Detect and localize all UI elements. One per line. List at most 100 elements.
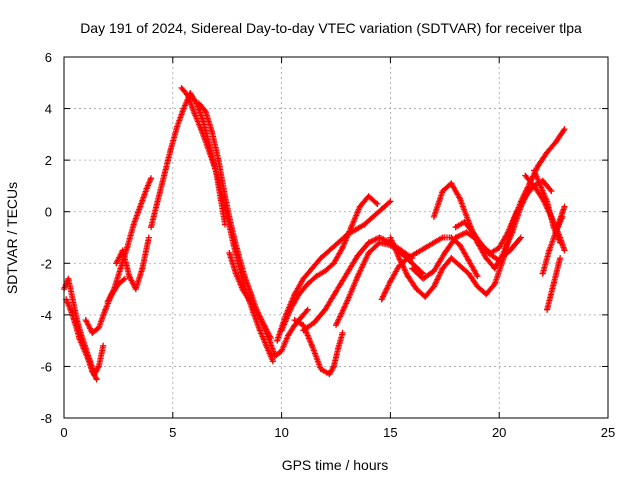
data-point (343, 298, 350, 305)
data-point (298, 314, 305, 321)
data-point (465, 257, 472, 264)
y-tick-label: -8 (40, 411, 52, 426)
data-point (531, 182, 538, 189)
data-point (191, 110, 198, 117)
data-point (198, 126, 205, 133)
series-track-23 (544, 255, 564, 313)
data-point (396, 255, 403, 262)
data-point (335, 345, 342, 352)
data-point (365, 193, 372, 200)
data-point (404, 255, 411, 262)
y-tick-label: 0 (45, 205, 52, 220)
data-point (470, 229, 477, 236)
y-tick-label: -4 (40, 308, 52, 323)
data-point (322, 306, 329, 313)
x-tick-label: 0 (60, 425, 67, 440)
data-point (215, 157, 222, 164)
data-point (132, 286, 139, 293)
data-point (287, 306, 294, 313)
x-tick-label: 20 (492, 425, 506, 440)
y-tick-label: 2 (45, 153, 52, 168)
data-point (335, 239, 342, 246)
data-point (369, 213, 376, 220)
data-point (228, 224, 235, 231)
series-track-24 (552, 203, 568, 236)
data-point (522, 193, 529, 200)
data-point (278, 327, 285, 334)
data-point (507, 247, 514, 254)
data-point (544, 198, 551, 205)
data-point (398, 249, 405, 256)
data-point (300, 322, 307, 329)
data-point (300, 327, 307, 334)
data-point (356, 203, 363, 210)
data-point (557, 255, 564, 262)
data-point (65, 275, 72, 282)
data-point (80, 345, 87, 352)
data-point (422, 244, 429, 251)
data-point (202, 108, 209, 115)
data-point (71, 319, 78, 326)
data-point (304, 280, 311, 287)
x-tick-label: 25 (601, 425, 615, 440)
data-point (226, 249, 233, 256)
data-point (102, 306, 109, 313)
data-point (195, 100, 202, 107)
data-point (269, 358, 276, 365)
data-point (82, 317, 89, 324)
data-point (76, 335, 83, 342)
data-point (387, 278, 394, 285)
data-point (200, 118, 207, 125)
data-point (557, 216, 564, 223)
data-point (430, 239, 437, 246)
y-tick-label: 4 (45, 102, 52, 117)
data-point (474, 283, 481, 290)
data-point (439, 234, 446, 241)
data-point (430, 283, 437, 290)
data-point (69, 296, 76, 303)
data-point (241, 273, 248, 280)
data-point (67, 306, 74, 313)
series-trace (430, 180, 533, 272)
data-point (89, 329, 96, 336)
data-point (265, 335, 272, 342)
axis-ticks (63, 56, 609, 419)
data-point (413, 286, 420, 293)
data-point (376, 234, 383, 241)
data-point (296, 291, 303, 298)
data-point (487, 249, 494, 256)
data-point (365, 249, 372, 256)
data-point (252, 306, 259, 313)
series-track-15 (378, 234, 481, 303)
data-point (322, 268, 329, 275)
y-axis-label: SDTVAR / TECUs (4, 182, 20, 294)
data-point (326, 247, 333, 254)
data-point (457, 262, 464, 269)
data-point (100, 342, 107, 349)
data-point (245, 296, 252, 303)
x-tick-label: 5 (169, 425, 176, 440)
data-point (441, 249, 448, 256)
data-point (457, 195, 464, 202)
data-point (522, 172, 529, 179)
data-point (313, 273, 320, 280)
data-point (291, 317, 298, 324)
data-point (352, 226, 359, 233)
data-point (248, 291, 255, 298)
data-point (239, 286, 246, 293)
data-point (535, 162, 542, 169)
data-point (457, 242, 464, 249)
tick-labels: 0 5 10 15 20 25 -8 -6 -4 -2 0 2 4 6 (40, 50, 615, 440)
data-point (561, 247, 568, 254)
data-point (148, 224, 155, 231)
data-point (211, 162, 218, 169)
data-point (552, 229, 559, 236)
data-point (546, 247, 553, 254)
data-point (256, 327, 263, 334)
data-point (378, 206, 385, 213)
data-point (496, 244, 503, 251)
data-point (387, 234, 394, 241)
data-point (235, 249, 242, 256)
data-point (259, 319, 266, 326)
